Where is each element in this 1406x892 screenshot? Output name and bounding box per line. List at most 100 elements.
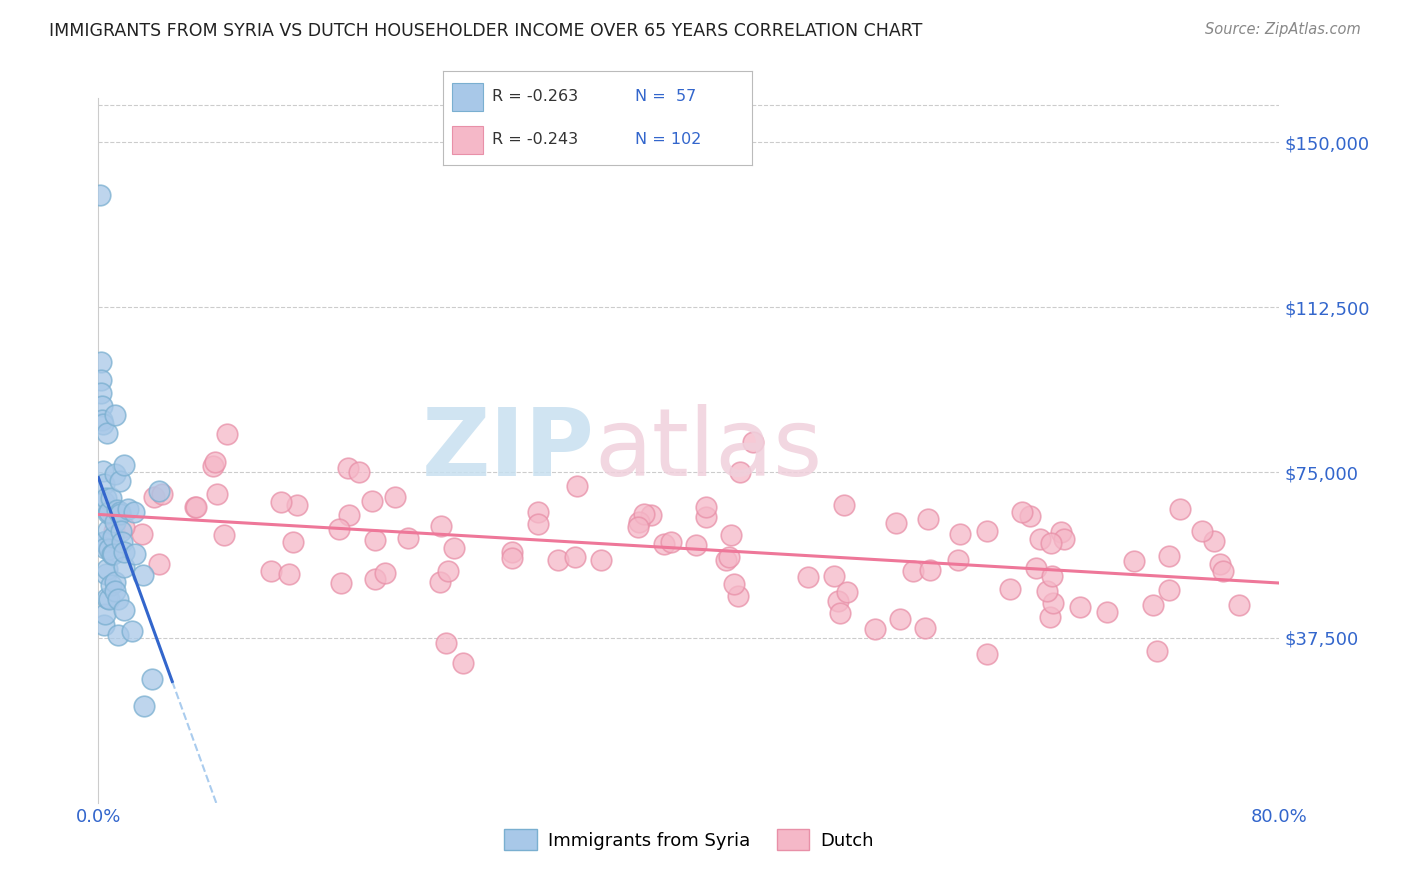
Point	[1170, 502, 1192, 516]
Point	[998, 582, 1021, 597]
Point	[1011, 505, 1033, 519]
Point	[100, 577, 122, 591]
Point	[107, 627, 129, 641]
Point	[797, 569, 820, 583]
Point	[104, 574, 127, 589]
Point	[277, 566, 299, 581]
Point	[453, 656, 475, 670]
Point	[270, 495, 292, 509]
Point	[886, 516, 908, 531]
Point	[103, 524, 125, 538]
Point	[1053, 533, 1076, 547]
Point	[526, 505, 548, 519]
Point	[640, 508, 662, 522]
Point	[364, 572, 387, 586]
Point	[827, 594, 849, 608]
Point	[828, 606, 851, 620]
Point	[727, 589, 749, 603]
Point	[101, 548, 124, 562]
Point	[104, 515, 127, 529]
Point	[93, 618, 115, 632]
Point	[349, 465, 371, 479]
Point	[1209, 557, 1232, 571]
Point	[1039, 610, 1062, 624]
Point	[361, 494, 384, 508]
Bar	[453, 83, 484, 111]
Point	[112, 458, 135, 473]
Point	[93, 464, 115, 478]
Point	[652, 537, 675, 551]
Point	[1028, 532, 1050, 546]
Point	[429, 575, 451, 590]
Point	[564, 549, 586, 564]
Point	[1040, 535, 1063, 549]
Point	[364, 533, 387, 548]
Point	[1050, 525, 1073, 540]
Point	[501, 545, 523, 559]
Point	[863, 622, 886, 636]
Point	[889, 612, 911, 626]
Point	[1036, 584, 1059, 599]
Point	[90, 355, 112, 369]
Point	[205, 487, 228, 501]
Point	[1123, 554, 1146, 568]
Point	[1146, 644, 1168, 658]
Point	[633, 508, 655, 522]
Point	[287, 498, 309, 512]
Point	[110, 524, 132, 538]
Point	[112, 560, 135, 574]
Point	[142, 491, 165, 505]
Point	[101, 530, 124, 544]
Text: Source: ZipAtlas.com: Source: ZipAtlas.com	[1205, 22, 1361, 37]
Point	[131, 527, 153, 541]
Point	[1202, 534, 1225, 549]
Point	[685, 538, 707, 552]
Point	[259, 564, 281, 578]
Point	[112, 603, 135, 617]
Point	[832, 498, 855, 512]
Point	[823, 569, 845, 583]
Point	[837, 585, 859, 599]
Point	[96, 523, 118, 537]
Point	[396, 531, 419, 545]
Point	[204, 455, 226, 469]
Point	[96, 425, 118, 440]
Point	[97, 592, 120, 607]
Point	[100, 491, 122, 505]
Point	[659, 535, 682, 549]
Point	[501, 550, 523, 565]
Point	[101, 547, 124, 561]
Point	[1019, 508, 1042, 523]
Point	[1191, 524, 1213, 538]
Text: R = -0.243: R = -0.243	[492, 132, 578, 147]
Point	[695, 509, 717, 524]
Point	[976, 524, 998, 539]
Point	[917, 512, 939, 526]
Point	[1042, 596, 1064, 610]
Point	[150, 487, 173, 501]
Point	[122, 506, 145, 520]
Point	[1040, 569, 1063, 583]
Point	[132, 567, 155, 582]
Point	[1157, 549, 1180, 564]
Point	[526, 517, 548, 532]
Point	[384, 490, 406, 504]
Point	[628, 515, 651, 529]
Point	[430, 519, 453, 533]
Point	[728, 466, 751, 480]
Text: atlas: atlas	[595, 404, 823, 497]
Point	[436, 565, 458, 579]
Point	[93, 494, 115, 508]
Point	[329, 576, 352, 591]
Point	[93, 535, 115, 549]
Point	[565, 478, 588, 492]
Point	[107, 591, 129, 606]
Text: ZIP: ZIP	[422, 404, 595, 497]
Point	[148, 557, 170, 571]
Point	[212, 528, 235, 542]
Point	[134, 698, 156, 713]
Text: R = -0.263: R = -0.263	[492, 89, 578, 104]
Point	[91, 412, 114, 426]
Point	[901, 564, 924, 578]
Point	[124, 547, 146, 561]
